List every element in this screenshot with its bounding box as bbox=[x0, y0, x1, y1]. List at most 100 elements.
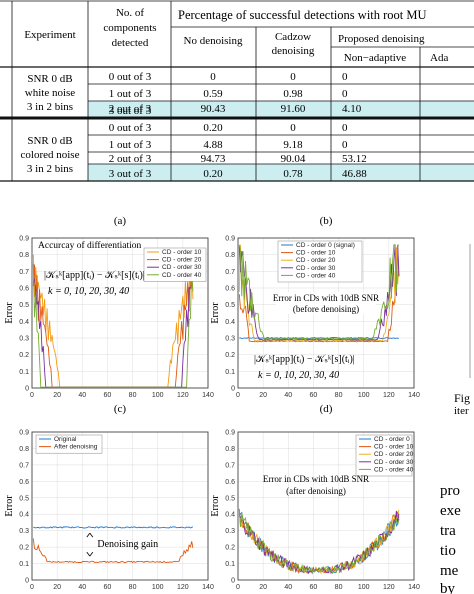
highlight-row-white bbox=[88, 101, 474, 118]
x-tick-label: 120 bbox=[177, 392, 189, 399]
table-row: 3 out of 3 bbox=[109, 105, 152, 117]
cell-cadzow: 0.78 bbox=[283, 168, 303, 180]
y-tick-label: 0.7 bbox=[19, 269, 29, 276]
fig-caption-fragment-1: Fig bbox=[454, 391, 470, 405]
table-row: 2 out of 3 90.43 91.60 4.10 bbox=[109, 103, 362, 115]
figure-panels: (a) 0 20 40 60 80 100 120 140 0 0.1 0.2 0.3 0.4 0.5 0.6… bbox=[4, 215, 420, 591]
annotation-denoising-gain: Denoising gain bbox=[97, 539, 158, 550]
y-tick-label: 0.8 bbox=[19, 446, 29, 453]
y-tick-label: 0.4 bbox=[19, 319, 29, 326]
annotation-title: Accurcay of differentiation bbox=[38, 240, 141, 251]
x-tick-label: 20 bbox=[259, 392, 267, 399]
x-tick-label: 140 bbox=[408, 584, 420, 591]
chart-panel-d: (d) 0 20 40 60 80 100 120 140 0 0.1 0.2 0.3 0.4 0.5 0.6… bbox=[210, 403, 420, 591]
annotation-subtitle: (before denoising) bbox=[293, 304, 359, 314]
y-tick-label: 0.7 bbox=[225, 269, 235, 276]
cell-cadzow: 0.98 bbox=[283, 88, 303, 100]
x-tick-label: 40 bbox=[78, 392, 86, 399]
y-tick-label: 0.6 bbox=[225, 479, 235, 486]
plot-area bbox=[31, 431, 209, 581]
cell-no-denoising: 4.88 bbox=[203, 139, 223, 151]
cell-detected: 3 out of 3 bbox=[109, 105, 152, 117]
annotation-formula: |𝒦ₛᵏ[app](tᵢ) − 𝒦ₛᵏ[s](tᵢ)| bbox=[254, 354, 355, 365]
x-tick-label: 100 bbox=[358, 584, 370, 591]
exp-colored-3: 3 in 2 bins bbox=[27, 163, 73, 175]
y-tick-label: 0.3 bbox=[225, 336, 235, 343]
x-tick-label: 80 bbox=[129, 392, 137, 399]
x-tick-label: 100 bbox=[358, 392, 370, 399]
header-adaptive: Ada bbox=[430, 52, 448, 64]
panel-label: (d) bbox=[320, 403, 333, 415]
results-table: Experiment No. of components detected Pe… bbox=[0, 0, 474, 182]
x-tick-label: 0 bbox=[236, 392, 240, 399]
chart-panel-b: (b) 0 20 40 60 80 100 120 140 0 0.1 0.2 0.3 0.4 0.5 0.6… bbox=[210, 215, 420, 399]
y-tick-label: 0.2 bbox=[19, 352, 29, 359]
cell-non-adaptive: 0 bbox=[342, 71, 348, 83]
x-tick-label: 0 bbox=[30, 392, 34, 399]
x-tick-label: 60 bbox=[310, 584, 318, 591]
body-fragment-5: me bbox=[440, 563, 459, 579]
series-group bbox=[32, 526, 194, 564]
body-fragment-2: exe bbox=[440, 503, 461, 519]
x-tick-label: 140 bbox=[408, 392, 420, 399]
cell-detected: 0 out of 3 bbox=[109, 122, 152, 134]
legend-entry: CD - order 20 bbox=[296, 257, 336, 264]
plot-frame bbox=[237, 237, 415, 389]
series-line-1 bbox=[239, 336, 399, 339]
y-tick-label: 0.6 bbox=[19, 479, 29, 486]
x-tick-label: 120 bbox=[177, 584, 189, 591]
cell-detected: 1 out of 3 bbox=[109, 139, 152, 151]
right-column-fragment: Fig iter pro exe tra tio me by bbox=[440, 244, 471, 594]
header-experiment: Experiment bbox=[24, 29, 75, 41]
header-cadzow-1: Cadzow bbox=[275, 31, 311, 43]
y-tick-label: 0.9 bbox=[225, 236, 235, 243]
exp-white-1: SNR 0 dB bbox=[27, 73, 72, 85]
series-line-after-denoising bbox=[32, 538, 194, 564]
y-tick-label: 0.4 bbox=[19, 512, 29, 519]
legend-entry: After denoising bbox=[54, 444, 98, 451]
y-tick-label: 0 bbox=[231, 386, 235, 393]
cell-cadzow: 9.18 bbox=[283, 139, 303, 151]
exp-white-3: 3 in 2 bins bbox=[27, 101, 73, 113]
cell-non-adaptive: 0 bbox=[342, 88, 348, 100]
legend-entry: CD - order 30 bbox=[374, 459, 414, 466]
legend-entry: CD - order 30 bbox=[162, 264, 202, 271]
x-tick-label: 20 bbox=[53, 392, 61, 399]
y-tick-label: 0.2 bbox=[19, 545, 29, 552]
x-tick-label: 120 bbox=[383, 584, 395, 591]
header-percentage: Percentage of successful detections with… bbox=[178, 8, 427, 22]
cell-detected: 3 out of 3 bbox=[109, 168, 152, 180]
y-tick-label: 0.4 bbox=[225, 319, 235, 326]
plot-frame bbox=[237, 431, 415, 581]
x-tick-label: 40 bbox=[284, 392, 292, 399]
y-tick-label: 0.5 bbox=[225, 495, 235, 502]
body-fragment-1: pro bbox=[440, 483, 460, 499]
cell-cadzow: 90.04 bbox=[281, 153, 306, 165]
cell-detected: 2 out of 3 bbox=[109, 103, 152, 115]
annotation-orders: k = 0, 10, 20, 30, 40 bbox=[48, 286, 129, 297]
x-tick-label: 100 bbox=[152, 392, 164, 399]
plot-frame bbox=[31, 431, 209, 581]
x-tick-label: 40 bbox=[78, 584, 86, 591]
chart-panel-a: (a) 0 20 40 60 80 100 120 140 0 0.1 0.2 0.3 0.4 0.5 0.6… bbox=[4, 215, 214, 399]
series-line-4 bbox=[238, 244, 400, 341]
table-row: 0 out of 3 0 0 0 bbox=[109, 71, 348, 83]
legend-entry: CD - order 40 bbox=[162, 272, 202, 279]
legend-entry: CD - order 40 bbox=[374, 466, 414, 473]
cell-non-adaptive: 46.88 bbox=[342, 168, 367, 180]
y-axis-label: Error bbox=[210, 495, 221, 517]
y-axis-label: Error bbox=[210, 302, 221, 324]
y-tick-label: 0.1 bbox=[225, 369, 235, 376]
exp-white-2: white noise bbox=[25, 87, 76, 99]
plot-frame bbox=[31, 237, 209, 389]
cell-detected: 1 out of 3 bbox=[109, 88, 152, 100]
header-cadzow-2: denoising bbox=[272, 45, 315, 57]
denoising-gain-arrow bbox=[86, 532, 94, 557]
y-tick-label: 0.7 bbox=[225, 462, 235, 469]
y-tick-label: 0.4 bbox=[225, 512, 235, 519]
y-tick-label: 0 bbox=[231, 578, 235, 585]
series-line-2 bbox=[238, 245, 400, 343]
x-tick-label: 60 bbox=[310, 392, 318, 399]
